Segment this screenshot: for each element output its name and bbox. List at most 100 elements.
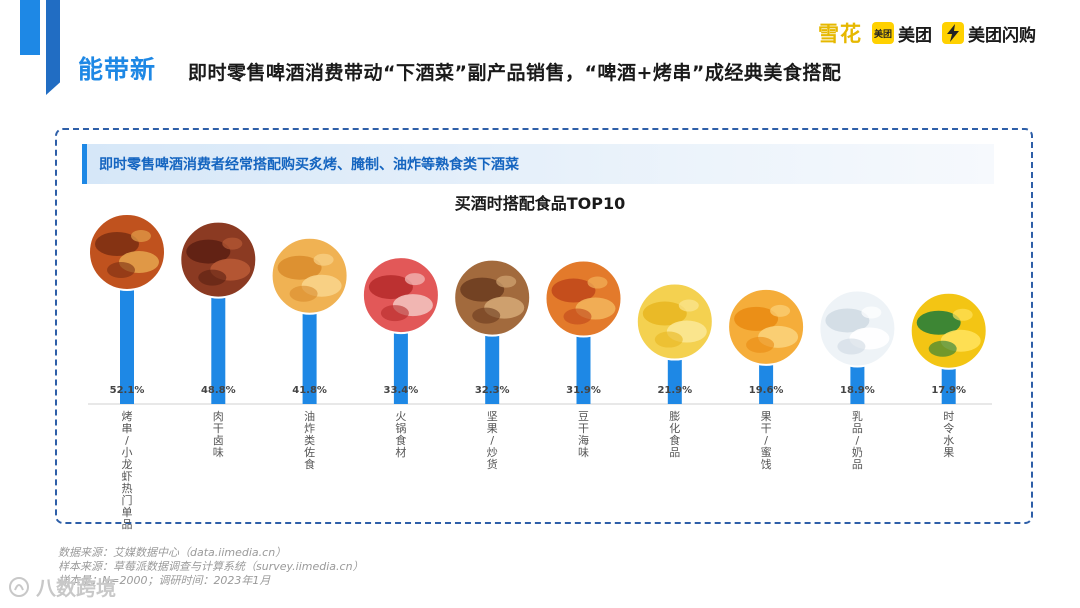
- category-label-char: 肉: [213, 410, 224, 423]
- meituan-badge-icon: 美团: [872, 22, 894, 44]
- chart-item-5: 32.3% 坚果/炒货: [453, 258, 532, 471]
- content-panel: [55, 128, 1033, 524]
- watermark: 八数跨境: [8, 572, 116, 601]
- chart-item-9: 18.9%乳品/奶品: [818, 289, 897, 471]
- footnote-source: 数据来源：艾媒数据中心（data.iimedia.cn）: [58, 546, 287, 559]
- category-label-char: 果: [943, 446, 954, 459]
- value-label: 48.8%: [201, 385, 236, 396]
- category-label-char: /: [125, 434, 129, 447]
- bar: [120, 284, 134, 404]
- category-label-char: 油: [304, 409, 315, 423]
- category-label-char: 单: [122, 506, 133, 519]
- bar: [393, 327, 408, 404]
- category-label-char: 货: [487, 457, 498, 471]
- meituan-shangou-logo: 美团闪购: [942, 21, 1036, 46]
- category-label-char: 炒: [487, 446, 498, 459]
- corner-accent: [20, 0, 40, 55]
- dried-fruit-icon: [727, 287, 806, 366]
- jerky-icon: [179, 220, 258, 299]
- category-label-char: 豆: [578, 410, 589, 423]
- category-label-char: 门: [122, 493, 133, 507]
- category-label-char: 饯: [761, 458, 772, 471]
- category-label-char: 品: [669, 446, 680, 459]
- bar: [941, 362, 956, 404]
- skewer-food-icon: [88, 213, 166, 291]
- value-label: 19.6%: [749, 385, 784, 396]
- category-label-char: 卤: [213, 434, 224, 447]
- fried-food-icon: [270, 236, 349, 315]
- nuts-icon: [453, 258, 532, 337]
- value-label: 21.9%: [657, 385, 692, 396]
- bar: [211, 291, 226, 404]
- footnote-size: 样本量：N=2000；调研时间：2023年1月: [58, 574, 271, 587]
- bar: [850, 360, 865, 404]
- value-label: 17.9%: [931, 385, 966, 396]
- category-label-char: 串: [122, 422, 133, 435]
- chart-item-8: 19.6% 果干/蜜饯: [727, 287, 806, 471]
- category-label-char: 果: [487, 422, 498, 435]
- category-label-char: 材: [395, 445, 406, 459]
- bar: [485, 329, 500, 404]
- lightning-bolt-icon: [942, 22, 964, 44]
- tofu-seafood-icon: [544, 259, 623, 338]
- category-label-char: 食: [304, 457, 315, 471]
- value-label: 52.1%: [110, 385, 145, 396]
- category-label-char: 坚: [487, 410, 498, 423]
- category-label-char: 膨: [669, 409, 680, 423]
- category-label-char: 奶: [852, 445, 863, 459]
- chart-title: 买酒时搭配食品TOP10: [454, 194, 626, 213]
- xuehua-logo: 雪花: [818, 22, 862, 46]
- category-label-char: 乳: [852, 410, 863, 423]
- category-label-char: 海: [578, 433, 589, 447]
- category-label-char: 品: [852, 422, 863, 435]
- category-label-char: 干: [213, 422, 224, 435]
- category-label-char: 食: [669, 433, 680, 447]
- category-label-char: 味: [213, 446, 224, 459]
- category-label-char: 锅: [395, 422, 406, 435]
- bar: [759, 358, 774, 404]
- page-title: 即时零售啤酒消费带动“下酒菜”副产品销售，“啤酒+烤串”成经典美食搭配: [188, 62, 842, 84]
- bar: [302, 307, 317, 404]
- value-label: 32.3%: [475, 385, 510, 396]
- bar: [576, 330, 591, 404]
- meituan-shangou-logo-text: 美团闪购: [968, 25, 1036, 46]
- value-label: 31.9%: [566, 385, 601, 396]
- value-label: 33.4%: [384, 385, 419, 396]
- subheader-banner: 即时零售啤酒消费者经常搭配购买炙烤、腌制、油炸等熟食类下酒菜: [82, 144, 994, 184]
- meituan-logo: 美团 美团: [872, 21, 932, 46]
- watermark-icon: [9, 576, 29, 597]
- chips-icon: [635, 282, 714, 361]
- category-label-char: 干: [578, 422, 589, 435]
- category-label-char: 果: [761, 410, 772, 423]
- category-label-char: 味: [578, 446, 589, 459]
- category-label-char: 时: [943, 410, 954, 423]
- category-label-char: 类: [304, 433, 315, 447]
- header-tag: 能带新: [78, 55, 157, 84]
- value-label: 18.9%: [840, 385, 875, 396]
- category-label-char: 食: [395, 433, 406, 447]
- milk-icon: [818, 289, 897, 368]
- category-label-char: 烤: [122, 409, 133, 423]
- footnote-sample: 样本来源：草莓派数据调查与计算系统（survey.iimedia.cn）: [58, 560, 364, 573]
- category-label-char: /: [856, 434, 860, 447]
- bar: [667, 353, 682, 404]
- value-label: 41.8%: [292, 385, 327, 396]
- category-label-char: 虾: [122, 470, 133, 483]
- category-label-char: 蜜: [761, 445, 772, 459]
- banana-icon: [909, 291, 988, 370]
- category-label-char: 化: [669, 421, 680, 435]
- category-label-char: 品: [122, 518, 133, 531]
- category-label-char: 热: [122, 482, 133, 495]
- hotpot-icon: [361, 256, 440, 335]
- category-label-char: 水: [943, 434, 954, 447]
- category-label-char: 佐: [304, 445, 315, 459]
- watermark-text: 八数跨境: [36, 576, 116, 600]
- category-label-char: 令: [943, 421, 954, 435]
